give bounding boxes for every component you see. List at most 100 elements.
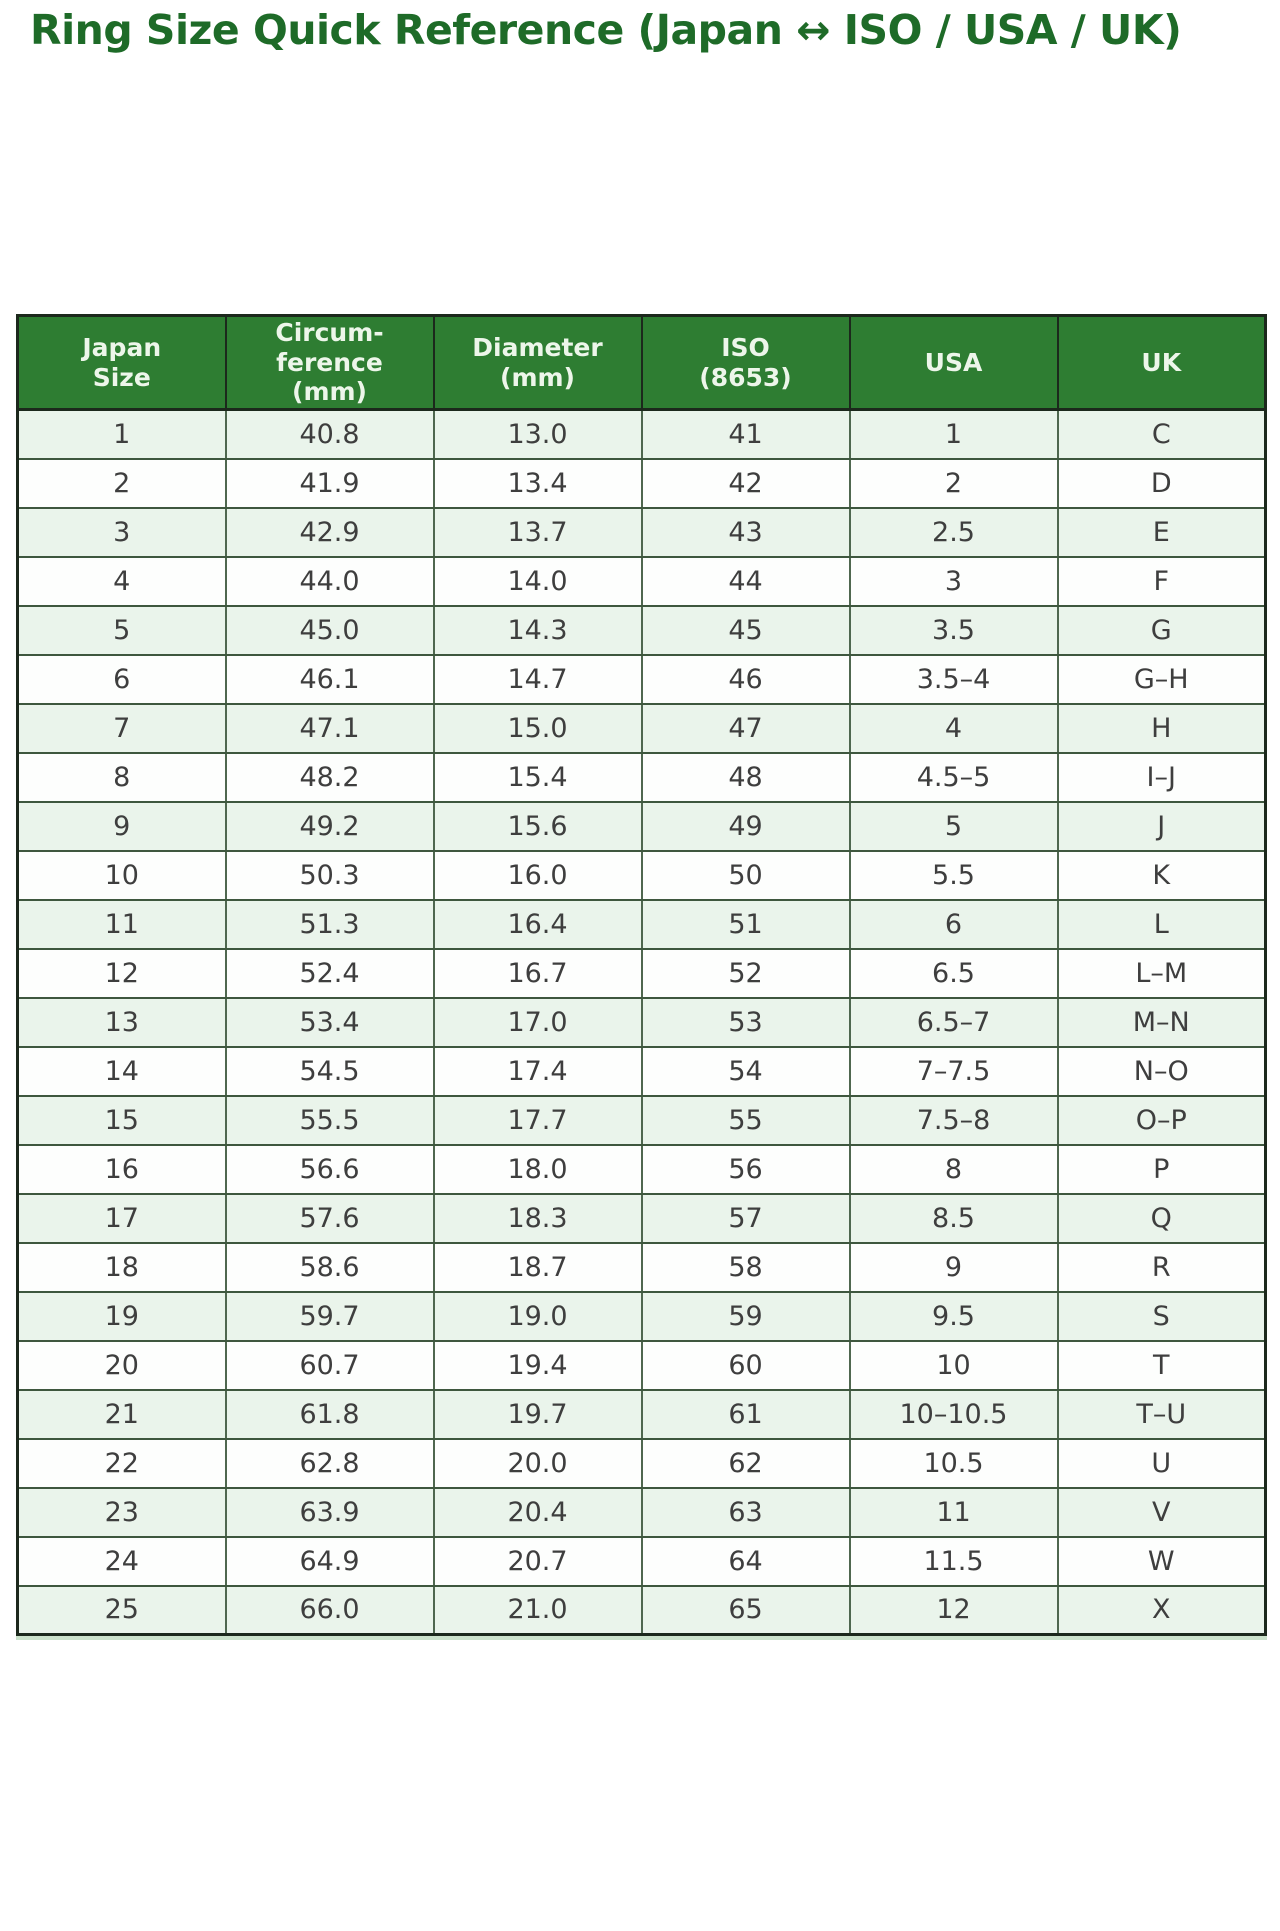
- cell-japan-size: 15: [17, 1095, 226, 1146]
- table-row: 16 56.6 18.0 56 8 P: [17, 1144, 1266, 1195]
- cell-diameter-mm: 19.7: [432, 1389, 642, 1440]
- cell-circumference-mm: 61.8: [224, 1389, 434, 1440]
- cell-usa: 5.5: [848, 850, 1058, 901]
- cell-japan-size: 5: [17, 605, 226, 656]
- cell-usa: 7.5–8: [848, 1095, 1058, 1146]
- cell-usa: 4.5–5: [848, 752, 1058, 803]
- cell-uk: J: [1056, 801, 1266, 852]
- cell-uk: G–H: [1056, 654, 1266, 705]
- cell-usa: 2: [848, 458, 1058, 509]
- cell-usa: 8.5: [848, 1193, 1058, 1244]
- cell-uk: G: [1056, 605, 1266, 656]
- cell-diameter-mm: 19.4: [432, 1340, 642, 1391]
- table-row: 21 61.8 19.7 61 10–10.5 T–U: [17, 1389, 1266, 1440]
- cell-japan-size: 17: [17, 1193, 226, 1244]
- table-row: 11 51.3 16.4 51 6 L: [17, 899, 1266, 950]
- cell-usa: 3: [848, 556, 1058, 607]
- cell-circumference-mm: 49.2: [224, 801, 434, 852]
- column-header-diameter-mm: Diameter (mm): [432, 314, 643, 412]
- cell-japan-size: 7: [17, 703, 226, 754]
- cell-usa: 11: [848, 1487, 1058, 1538]
- cell-circumference-mm: 48.2: [224, 752, 434, 803]
- cell-diameter-mm: 16.4: [432, 899, 642, 950]
- cell-usa: 6.5: [848, 948, 1058, 999]
- cell-diameter-mm: 20.7: [432, 1536, 642, 1587]
- cell-usa: 3.5: [848, 605, 1058, 656]
- table-row: 19 59.7 19.0 59 9.5 S: [17, 1291, 1266, 1342]
- cell-diameter-mm: 15.4: [432, 752, 642, 803]
- cell-circumference-mm: 45.0: [224, 605, 434, 656]
- cell-uk: R: [1056, 1242, 1266, 1293]
- cell-iso-8653: 46: [640, 654, 850, 705]
- cell-diameter-mm: 13.0: [432, 409, 642, 460]
- cell-circumference-mm: 54.5: [224, 1046, 434, 1097]
- cell-diameter-mm: 20.0: [432, 1438, 642, 1489]
- cell-usa: 6.5–7: [848, 997, 1058, 1048]
- table-row: 12 52.4 16.7 52 6.5 L–M: [17, 948, 1266, 999]
- cell-usa: 4: [848, 703, 1058, 754]
- cell-uk: N–O: [1056, 1046, 1266, 1097]
- cell-iso-8653: 52: [640, 948, 850, 999]
- cell-iso-8653: 54: [640, 1046, 850, 1097]
- cell-circumference-mm: 56.6: [224, 1144, 434, 1195]
- cell-diameter-mm: 15.6: [432, 801, 642, 852]
- cell-uk: V: [1056, 1487, 1266, 1538]
- cell-diameter-mm: 18.7: [432, 1242, 642, 1293]
- cell-iso-8653: 53: [640, 997, 850, 1048]
- table-body: 1 40.8 13.0 41 1 C 2 41.9 13.4 42 2 D 3 42.9 13.7 43 2.5…: [17, 409, 1266, 1636]
- cell-usa: 8: [848, 1144, 1058, 1195]
- cell-circumference-mm: 60.7: [224, 1340, 434, 1391]
- cell-diameter-mm: 18.0: [432, 1144, 642, 1195]
- cell-circumference-mm: 64.9: [224, 1536, 434, 1587]
- table-row: 4 44.0 14.0 44 3 F: [17, 556, 1266, 607]
- cell-uk: T: [1056, 1340, 1266, 1391]
- cell-circumference-mm: 47.1: [224, 703, 434, 754]
- table-header-row: Japan Size Circum- ference (mm) Diameter (…: [16, 314, 1267, 412]
- cell-usa: 3.5–4: [848, 654, 1058, 705]
- cell-iso-8653: 59: [640, 1291, 850, 1342]
- cell-japan-size: 24: [17, 1536, 226, 1587]
- cell-iso-8653: 64: [640, 1536, 850, 1587]
- ring-size-table: Japan Size Circum- ference (mm) Diameter (…: [16, 314, 1267, 1637]
- cell-japan-size: 4: [17, 556, 226, 607]
- column-header-usa: USA: [848, 314, 1059, 412]
- cell-usa: 6: [848, 899, 1058, 950]
- cell-circumference-mm: 57.6: [224, 1193, 434, 1244]
- cell-japan-size: 25: [17, 1585, 226, 1636]
- cell-iso-8653: 41: [640, 409, 850, 460]
- cell-diameter-mm: 17.0: [432, 997, 642, 1048]
- cell-japan-size: 16: [17, 1144, 226, 1195]
- cell-uk: H: [1056, 703, 1266, 754]
- cell-circumference-mm: 42.9: [224, 507, 434, 558]
- cell-circumference-mm: 55.5: [224, 1095, 434, 1146]
- cell-usa: 10: [848, 1340, 1058, 1391]
- table-row: 24 64.9 20.7 64 11.5 W: [17, 1536, 1266, 1587]
- cell-iso-8653: 48: [640, 752, 850, 803]
- cell-usa: 11.5: [848, 1536, 1058, 1587]
- cell-diameter-mm: 14.0: [432, 556, 642, 607]
- cell-japan-size: 1: [17, 409, 226, 460]
- cell-japan-size: 2: [17, 458, 226, 509]
- table-row: 15 55.5 17.7 55 7.5–8 O–P: [17, 1095, 1266, 1146]
- cell-diameter-mm: 21.0: [432, 1585, 642, 1636]
- cell-japan-size: 3: [17, 507, 226, 558]
- cell-circumference-mm: 59.7: [224, 1291, 434, 1342]
- cell-diameter-mm: 16.7: [432, 948, 642, 999]
- cell-japan-size: 18: [17, 1242, 226, 1293]
- cell-diameter-mm: 13.4: [432, 458, 642, 509]
- table-row: 18 58.6 18.7 58 9 R: [17, 1242, 1266, 1293]
- cell-iso-8653: 49: [640, 801, 850, 852]
- table-row: 10 50.3 16.0 50 5.5 K: [17, 850, 1266, 901]
- cell-iso-8653: 44: [640, 556, 850, 607]
- cell-usa: 7–7.5: [848, 1046, 1058, 1097]
- column-header-japan-size: Japan Size: [16, 314, 227, 412]
- cell-circumference-mm: 58.6: [224, 1242, 434, 1293]
- page-title: Ring Size Quick Reference (Japan ↔ ISO /…: [30, 6, 1182, 54]
- cell-usa: 9.5: [848, 1291, 1058, 1342]
- cell-circumference-mm: 66.0: [224, 1585, 434, 1636]
- table-row: 20 60.7 19.4 60 10 T: [17, 1340, 1266, 1391]
- cell-uk: T–U: [1056, 1389, 1266, 1440]
- cell-circumference-mm: 63.9: [224, 1487, 434, 1538]
- cell-circumference-mm: 46.1: [224, 654, 434, 705]
- cell-iso-8653: 62: [640, 1438, 850, 1489]
